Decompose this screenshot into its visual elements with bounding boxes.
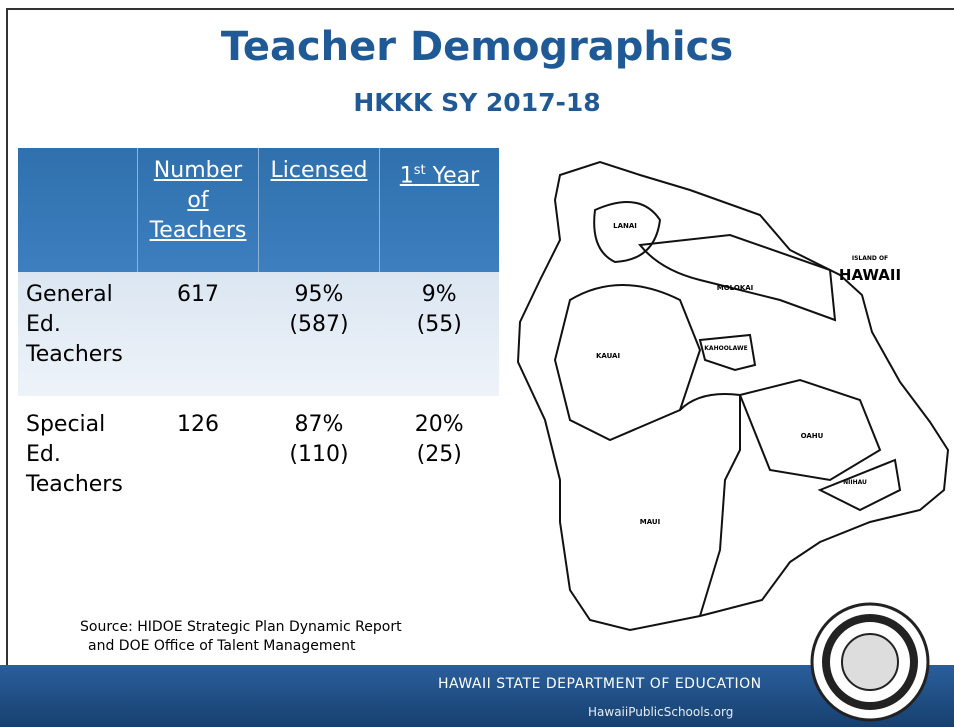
row-label-text: Ed. <box>26 312 61 337</box>
header-text: Teachers <box>149 218 247 243</box>
cell: 617 <box>137 272 259 396</box>
table: Number of Teachers Licensed 1st Year Gener… <box>18 148 499 508</box>
footer-url: HawaiiPublicSchools.org <box>588 705 734 719</box>
row-label-text: Special <box>26 412 106 437</box>
row: Special Ed. Teachers 126 87% (110) 20% (25) <box>18 396 499 508</box>
subtitle: HKKK SY 2017-18 <box>353 88 601 117</box>
header-text: Year <box>425 163 480 189</box>
cell: 20% (25) <box>380 396 500 508</box>
row-label: Special Ed. Teachers <box>18 396 138 508</box>
cell-text: 20% <box>414 412 464 437</box>
row-label-text: Ed. <box>26 442 61 467</box>
header-text: Number <box>153 158 243 183</box>
cell: 9% (55) <box>379 272 499 396</box>
cell-text: (110) <box>289 442 349 467</box>
cell-text: 126 <box>177 412 219 437</box>
row-label-text: Teachers <box>26 342 123 367</box>
footer-bar <box>0 665 954 727</box>
region-label: LANAI <box>613 222 637 230</box>
header-cell: Licensed <box>258 148 380 272</box>
cell-text: (587) <box>289 312 349 337</box>
source: Source: HIDOE Strategic Plan Dynamic Rep… <box>80 618 402 656</box>
seal <box>810 602 930 722</box>
header-text: of <box>187 188 209 213</box>
cell-text: (55) <box>416 312 462 337</box>
map-caption: ISLAND OF <box>852 255 888 262</box>
header-text: Licensed <box>270 158 368 183</box>
map-caption: HAWAII <box>839 266 901 284</box>
header-text: 1 <box>399 163 414 189</box>
cell: 95% (587) <box>258 272 380 396</box>
header-sup: st <box>413 163 426 178</box>
island-outline <box>516 160 950 632</box>
cell-text: 87% <box>294 412 344 437</box>
title: Teacher Demographics <box>220 24 734 70</box>
footer-org: HAWAII STATE DEPARTMENT OF EDUCATION <box>438 676 762 692</box>
source-line: and DOE Office of Talent Management <box>88 638 356 654</box>
region-label: KAHOOLAWE <box>704 345 747 352</box>
region-label: MAUI <box>640 518 660 526</box>
header-cell: Number of Teachers <box>137 148 259 272</box>
region-label: KAUAI <box>596 352 620 360</box>
region-label: NIIHAU <box>843 479 867 486</box>
row-label-text: Teachers <box>26 472 123 497</box>
cell-text: (25) <box>416 442 462 467</box>
header-cell: 1st Year <box>379 148 499 272</box>
map: LANAI MOLOKAI KAUAI KAHOOLAWE OAHU NIIHAU MAUI… <box>516 160 950 632</box>
cell: 126 <box>138 396 259 508</box>
row: General Ed. Teachers 617 95% (587) 9% (55) <box>18 272 499 396</box>
cell-text: 95% <box>294 282 344 307</box>
row-label: General Ed. Teachers <box>18 272 138 396</box>
header-cell <box>18 148 138 272</box>
row-label-text: General <box>26 282 113 307</box>
region-label: OAHU <box>801 432 824 440</box>
frame <box>6 8 954 727</box>
cell-text: 617 <box>177 282 219 307</box>
cell: 87% (110) <box>259 396 380 508</box>
region-label: MOLOKAI <box>717 284 754 292</box>
cell-text: 9% <box>421 282 457 307</box>
source-line: Source: HIDOE Strategic Plan Dynamic Rep… <box>80 619 402 635</box>
